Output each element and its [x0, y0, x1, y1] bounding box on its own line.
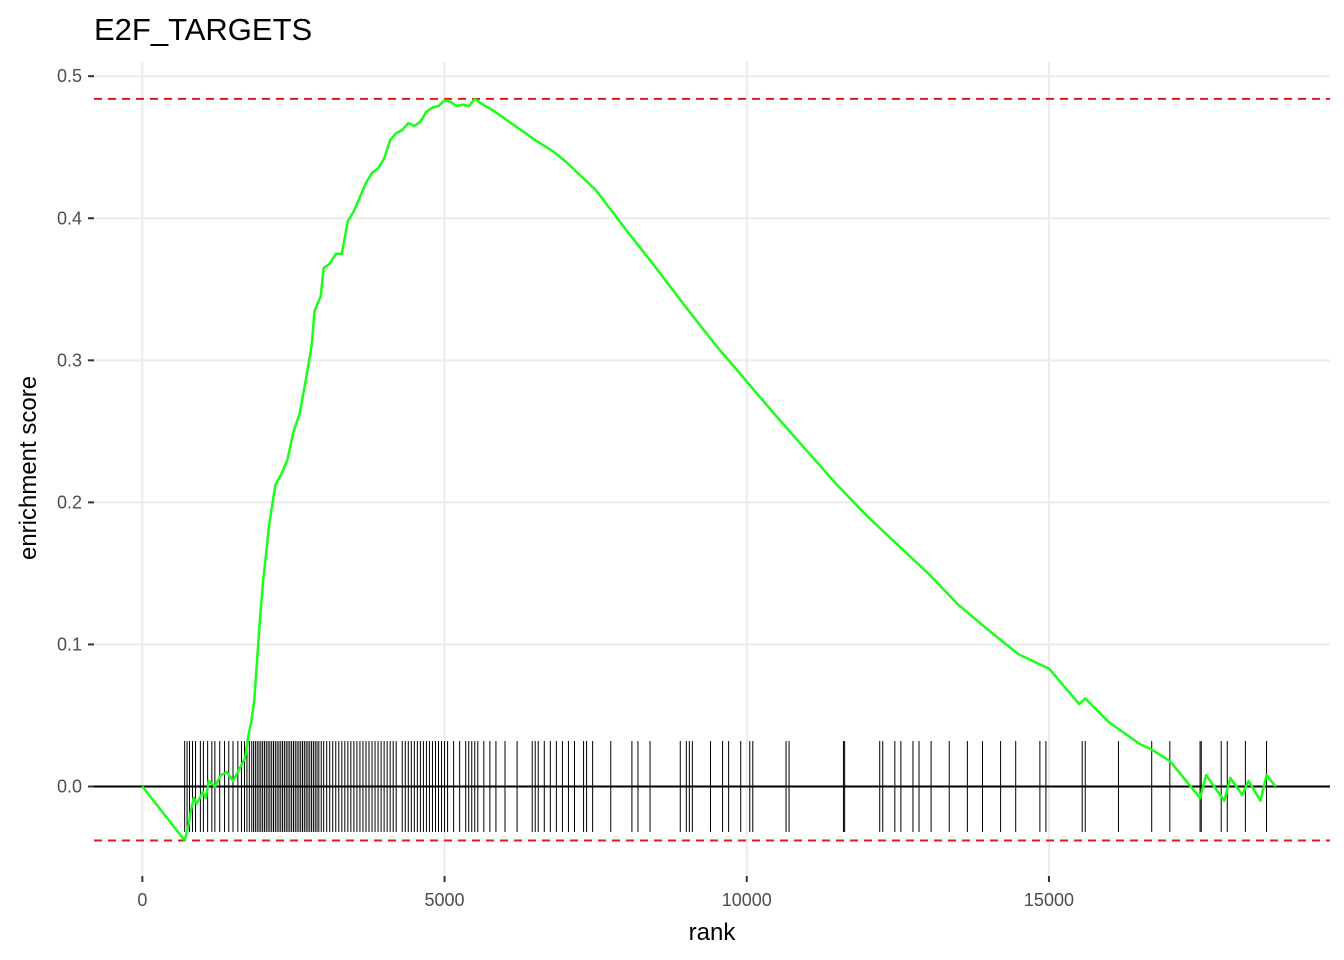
x-axis-ticks: 0 5000 10000 15000	[137, 876, 1074, 910]
gene-hit-ticks	[184, 741, 1268, 832]
x-tick-label: 15000	[1024, 890, 1074, 910]
enrichment-curve	[141, 97, 1277, 842]
y-tick-label: 0.5	[57, 66, 82, 86]
running-enrichment-curve	[141, 97, 1277, 842]
y-tick-label: 0.1	[57, 634, 82, 654]
y-tick-label: 0.3	[57, 350, 82, 370]
chart-title: E2F_TARGETS	[94, 12, 312, 47]
y-axis-label: enrichment score	[15, 376, 42, 560]
x-tick-label: 5000	[425, 890, 465, 910]
y-axis-ticks: 0.0 0.1 0.2 0.3 0.4 0.5	[57, 66, 94, 797]
reference-lines	[94, 97, 1330, 842]
y-tick-label: 0.4	[57, 208, 82, 228]
y-tick-label: 0.0	[57, 777, 82, 797]
x-axis-label: rank	[689, 919, 737, 946]
x-tick-label: 0	[137, 890, 147, 910]
x-tick-label: 10000	[722, 890, 772, 910]
y-tick-label: 0.2	[57, 492, 82, 512]
